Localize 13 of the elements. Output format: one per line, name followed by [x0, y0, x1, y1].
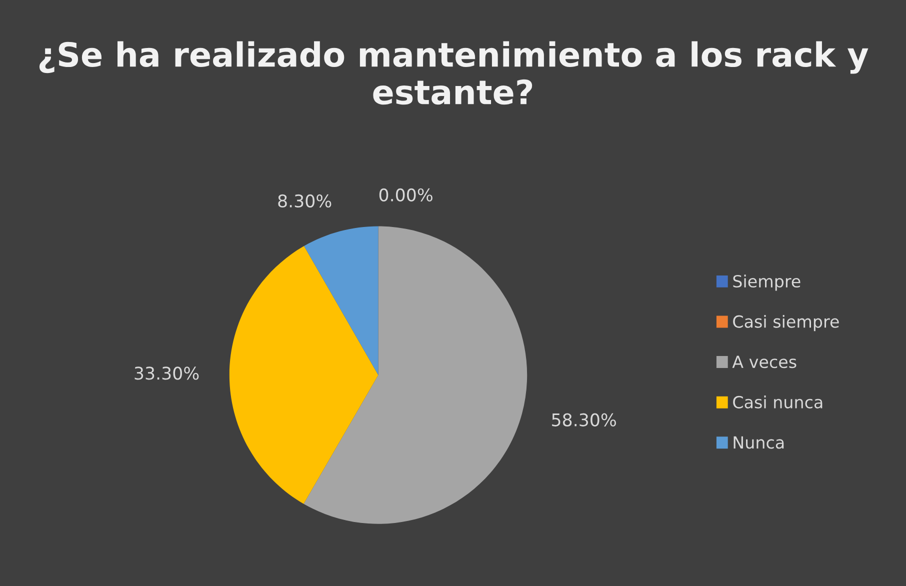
data-label: 8.30%: [278, 194, 332, 208]
pie-slice: [304, 226, 528, 524]
pie-slice: [304, 226, 378, 376]
legend-label: Siempre: [733, 274, 800, 291]
pie-slice: [229, 246, 378, 504]
legend-label: A veces: [732, 356, 796, 368]
legend-label: Nunca: [734, 436, 784, 449]
chart-title: ¿Se ha realizado mantenimiento a los rack y estante?: [39, 41, 868, 105]
text: 0.00%: [379, 188, 432, 202]
legend-label: Casi siempre: [733, 314, 839, 332]
legend-label: Casi nunca: [733, 396, 822, 408]
data-label: 58.30%: [552, 413, 616, 426]
data-label: 33.30%: [134, 366, 199, 380]
